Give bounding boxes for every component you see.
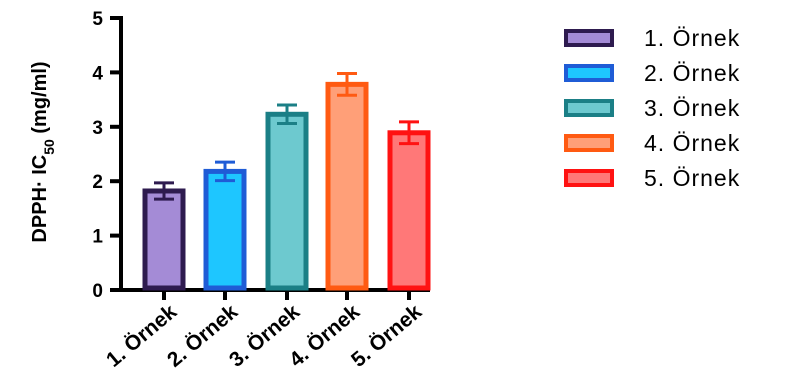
- bar: [142, 188, 186, 291]
- error-bars: [154, 71, 419, 201]
- error-bar: [399, 120, 419, 146]
- legend-label: 5. Örnek: [644, 165, 740, 191]
- bars: [142, 81, 431, 291]
- legend: 1. Örnek 2. Örnek 3. Örnek 4. Örnek 5. Örnek: [564, 25, 740, 191]
- legend-swatch: [564, 99, 614, 117]
- y-axis-label-subscript: 50: [41, 139, 57, 155]
- legend-item: 2. Örnek: [564, 60, 740, 86]
- legend-label: 2. Örnek: [644, 60, 740, 86]
- legend-item: 4. Örnek: [564, 130, 740, 156]
- bar: [203, 168, 247, 291]
- legend-item: 5. Örnek: [564, 165, 740, 191]
- y-tick-label: 2: [92, 172, 103, 193]
- y-axis-label-unit: (mg/ml): [29, 61, 51, 139]
- y-axis-label-main: DPPH· IC: [29, 155, 51, 243]
- y-tick-label: 4: [92, 63, 103, 84]
- legend-swatch: [564, 134, 614, 152]
- legend-swatch: [564, 169, 614, 187]
- y-tick-labels: 0 1 2 3 4 5: [92, 9, 103, 302]
- legend-label: 4. Örnek: [644, 130, 740, 156]
- bar: [265, 111, 309, 291]
- legend-label: 1. Örnek: [644, 25, 740, 51]
- y-tick-label: 1: [92, 227, 103, 248]
- legend-item: 3. Örnek: [564, 95, 740, 121]
- error-bar: [337, 71, 357, 97]
- legend-item: 1. Örnek: [564, 25, 740, 51]
- legend-swatch: [564, 64, 614, 82]
- error-bar: [215, 160, 235, 183]
- legend-label: 3. Örnek: [644, 95, 740, 121]
- error-bar: [277, 103, 297, 126]
- bar: [325, 81, 369, 291]
- y-tick-label: 3: [92, 118, 103, 139]
- x-tick-label: 5. Örnek: [347, 300, 426, 372]
- y-tick-label: 5: [92, 9, 103, 30]
- bar: [387, 130, 431, 291]
- legend-swatch: [564, 29, 614, 47]
- y-axis-label: DPPH· IC50 (mg/ml): [29, 61, 57, 242]
- error-bar: [154, 181, 174, 201]
- y-tick-label: 0: [92, 281, 103, 302]
